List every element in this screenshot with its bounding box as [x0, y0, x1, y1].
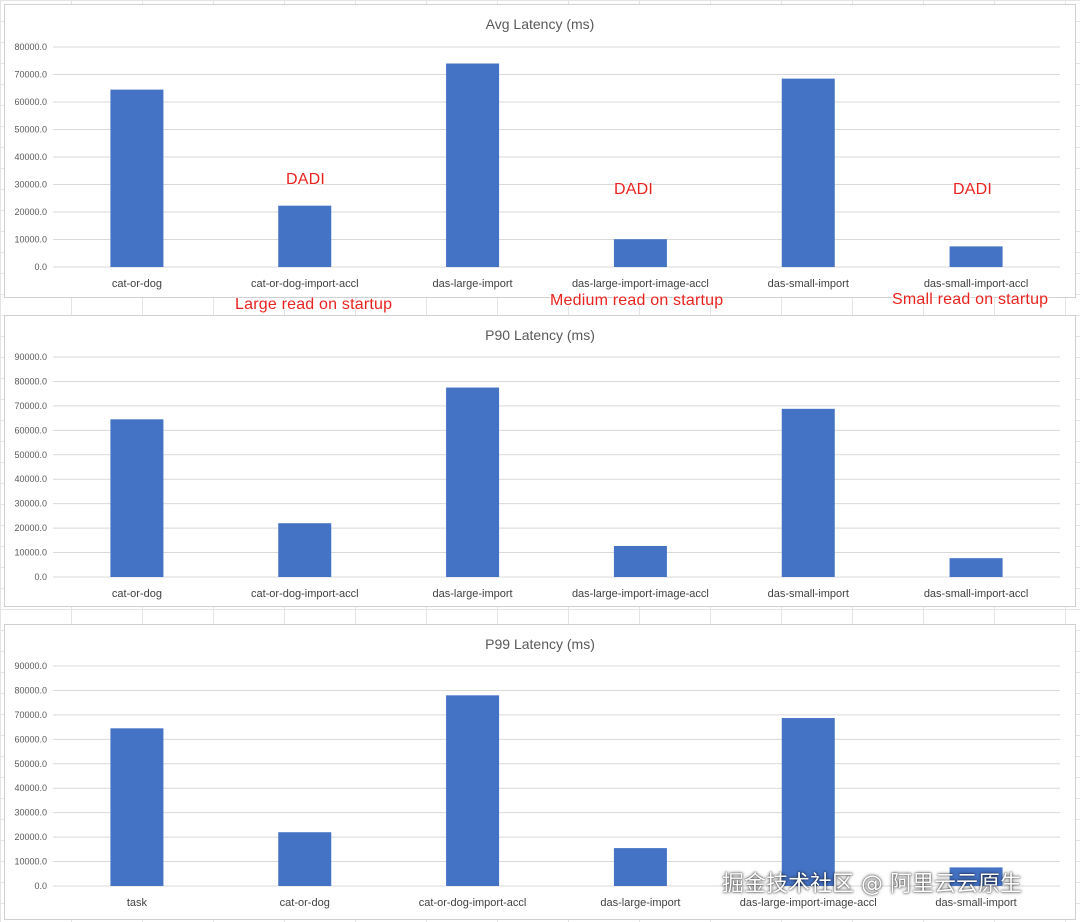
avg-y-tick-label: 80000.0 [14, 42, 47, 52]
p90-y-tick-label: 40000.0 [14, 474, 47, 484]
avg-y-tick-label: 0.0 [34, 262, 47, 272]
avg-bar-cat-or-dog-import-accl [278, 205, 332, 267]
p99-y-tick-label: 80000.0 [14, 685, 47, 695]
p99-y-tick-label: 50000.0 [14, 759, 47, 769]
p99-y-tick-label: 70000.0 [14, 710, 47, 720]
p90-bar-das-small-import-accl [949, 558, 1003, 577]
avg-y-tick-label: 20000.0 [14, 207, 47, 217]
p90-y-tick-label: 30000.0 [14, 499, 47, 509]
p99-bar-das-small-import [949, 867, 1003, 886]
avg-y-tick-label: 70000.0 [14, 70, 47, 80]
avg-x-tick-label: cat-or-dog-import-accl [251, 278, 359, 290]
avg-bar-das-large-import-image-accl [613, 239, 667, 267]
p90-y-tick-label: 0.0 [34, 572, 47, 582]
p90-bar-das-large-import-image-accl [613, 545, 667, 577]
dadi-annotation-1: DADI [286, 171, 326, 188]
p90-bar-das-small-import [781, 408, 835, 577]
p90-y-tick-label: 10000.0 [14, 548, 47, 558]
p90-chart-title: P90 Latency (ms) [485, 327, 595, 343]
p90-bar-cat-or-dog [110, 419, 164, 577]
avg-bar-das-large-import [446, 63, 500, 267]
avg-x-tick-label: cat-or-dog [112, 278, 162, 290]
p90-x-tick-label: das-large-import [433, 588, 513, 600]
avg-bar-cat-or-dog [110, 89, 164, 267]
p99-y-tick-label: 90000.0 [14, 661, 47, 671]
p99-bar-cat-or-dog-import-accl [446, 695, 500, 886]
p99-bar-task [110, 728, 164, 886]
p90-y-tick-label: 50000.0 [14, 450, 47, 460]
avg-x-tick-label: das-small-import-accl [924, 278, 1029, 290]
p99-y-tick-label: 20000.0 [14, 832, 47, 842]
avg-y-tick-label: 30000.0 [14, 180, 47, 190]
medium-read-annotation: Medium read on startup [550, 292, 724, 309]
watermark-text: 掘金技术社区 @ 阿里云云原生 [722, 872, 1022, 897]
p90-latency-chart-panel[interactable]: P90 Latency (ms) 0.0 10000.0 20000.0 30000.0… [4, 315, 1076, 607]
p90-y-tick-label: 60000.0 [14, 425, 47, 435]
dadi-annotation-2: DADI [614, 181, 654, 198]
p99-chart-title: P99 Latency (ms) [485, 636, 595, 652]
avg-y-tick-label: 10000.0 [14, 235, 47, 245]
avg-chart-title: Avg Latency (ms) [486, 16, 595, 32]
avg-y-tick-label: 40000.0 [14, 152, 47, 162]
p90-y-tick-label: 70000.0 [14, 401, 47, 411]
p99-y-tick-label: 10000.0 [14, 857, 47, 867]
avg-x-tick-label: das-large-import [433, 278, 513, 290]
p99-x-tick-label: das-small-import [935, 897, 1016, 909]
p99-x-tick-label: das-large-import-image-accl [740, 897, 877, 909]
p90-x-tick-label: cat-or-dog-import-accl [251, 588, 359, 600]
p99-y-tick-label: 60000.0 [14, 734, 47, 744]
p90-y-tick-label: 20000.0 [14, 523, 47, 533]
avg-bar-das-small-import [781, 78, 835, 267]
p99-latency-chart-panel[interactable]: P99 Latency (ms) 0.0 10000.0 20000.0 30000.0… [4, 624, 1076, 920]
p99-y-tick-label: 0.0 [34, 881, 47, 891]
p90-y-tick-label: 90000.0 [14, 352, 47, 362]
p90-bar-cat-or-dog-import-accl [278, 523, 332, 577]
p99-y-tick-label: 30000.0 [14, 808, 47, 818]
p99-x-tick-label: cat-or-dog [280, 897, 330, 909]
large-read-annotation: Large read on startup [235, 296, 393, 313]
p99-bar-das-large-import [613, 848, 667, 886]
avg-y-tick-label: 50000.0 [14, 125, 47, 135]
p90-x-tick-label: cat-or-dog [112, 588, 162, 600]
p90-x-tick-label: das-small-import-accl [924, 588, 1029, 600]
p99-y-tick-label: 40000.0 [14, 783, 47, 793]
avg-latency-chart-panel[interactable]: Avg Latency (ms) 0.0 10000.0 20000.0 30000.0… [4, 4, 1076, 298]
p90-x-tick-label: das-small-import [768, 588, 849, 600]
p99-x-tick-label: task [127, 897, 148, 909]
dadi-annotation-3: DADI [953, 181, 993, 198]
p99-latency-chart: P99 Latency (ms) 0.0 10000.0 20000.0 30000.0… [14, 636, 1060, 909]
avg-bar-das-small-import-accl [949, 246, 1003, 267]
p90-bar-das-large-import [446, 387, 500, 577]
avg-x-tick-label: das-small-import [768, 278, 849, 290]
small-read-annotation: Small read on startup [892, 291, 1049, 308]
p90-x-tick-label: das-large-import-image-accl [572, 588, 709, 600]
avg-x-tick-label: das-large-import-image-accl [572, 278, 709, 290]
p99-x-tick-label: cat-or-dog-import-accl [419, 897, 527, 909]
p99-bar-cat-or-dog [278, 832, 332, 886]
avg-y-tick-label: 60000.0 [14, 97, 47, 107]
p90-latency-chart: P90 Latency (ms) 0.0 10000.0 20000.0 30000.0… [14, 327, 1060, 600]
avg-latency-chart: Avg Latency (ms) 0.0 10000.0 20000.0 30000.0… [14, 16, 1060, 290]
p90-y-tick-label: 80000.0 [14, 376, 47, 386]
p99-bar-das-large-import-image-accl [781, 718, 835, 886]
p99-x-tick-label: das-large-import [600, 897, 680, 909]
